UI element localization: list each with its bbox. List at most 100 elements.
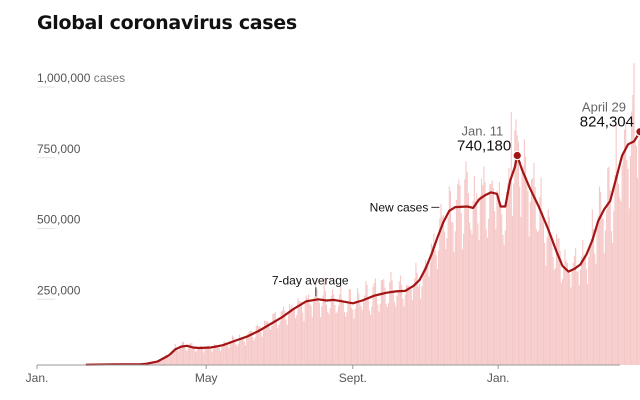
bar-new-cases bbox=[185, 349, 187, 365]
bar-new-cases bbox=[202, 348, 204, 365]
bar-new-cases bbox=[638, 140, 640, 365]
bar-new-cases bbox=[620, 201, 622, 365]
bar-new-cases bbox=[523, 139, 525, 365]
bar-new-cases bbox=[598, 186, 601, 365]
bar-new-cases bbox=[211, 351, 213, 365]
bar-new-cases bbox=[596, 221, 598, 365]
bar-new-cases bbox=[603, 253, 605, 365]
bar-new-cases bbox=[393, 302, 396, 365]
bar-new-cases bbox=[205, 347, 207, 365]
bar-new-cases bbox=[538, 230, 540, 365]
bar-new-cases bbox=[155, 361, 157, 365]
bar-new-cases bbox=[423, 266, 425, 365]
bar-new-cases bbox=[318, 302, 320, 365]
bar-new-cases bbox=[427, 265, 429, 365]
bar-new-cases bbox=[241, 337, 243, 365]
bar-new-cases bbox=[561, 279, 564, 365]
bar-new-cases bbox=[196, 350, 198, 365]
bar-new-cases bbox=[513, 183, 515, 365]
bar-new-cases bbox=[534, 186, 536, 365]
bar-new-cases bbox=[178, 351, 180, 365]
bar-new-cases bbox=[239, 334, 241, 365]
bar-new-cases bbox=[502, 234, 504, 365]
bar-new-cases bbox=[488, 218, 490, 365]
bar-new-cases bbox=[310, 305, 312, 365]
bar-new-cases bbox=[174, 343, 176, 365]
bar-new-cases bbox=[244, 345, 247, 365]
bar-new-cases bbox=[629, 155, 632, 365]
bar-new-cases bbox=[246, 338, 248, 365]
bar-new-cases bbox=[392, 292, 394, 365]
bar-new-cases bbox=[219, 351, 222, 365]
bar-new-cases bbox=[634, 142, 636, 365]
bar-new-cases bbox=[464, 179, 466, 365]
x-tick-label: Jan. bbox=[26, 371, 49, 385]
bar-new-cases bbox=[407, 285, 409, 365]
bar-new-cases bbox=[430, 243, 432, 365]
bar-new-cases bbox=[451, 221, 453, 365]
bar-new-cases bbox=[359, 303, 361, 365]
bar-new-cases bbox=[595, 263, 597, 365]
bar-new-cases bbox=[536, 231, 539, 365]
bar-new-cases bbox=[421, 286, 423, 365]
peak-marker bbox=[635, 126, 640, 137]
bar-new-cases bbox=[587, 283, 589, 365]
bar-new-cases bbox=[610, 231, 612, 365]
bar-new-cases bbox=[497, 199, 499, 365]
bar-new-cases bbox=[589, 242, 591, 365]
bar-new-cases bbox=[445, 249, 447, 365]
bar-new-cases bbox=[370, 314, 372, 365]
bar-new-cases bbox=[268, 326, 270, 365]
bar-new-cases bbox=[590, 238, 592, 365]
bar-new-cases bbox=[258, 326, 260, 365]
bar-new-cases bbox=[582, 240, 584, 365]
bar-new-cases bbox=[194, 352, 197, 365]
bar-new-cases bbox=[485, 229, 487, 365]
bar-new-cases bbox=[441, 216, 443, 365]
bar-new-cases bbox=[379, 304, 381, 365]
bar-new-cases bbox=[371, 306, 373, 365]
bar-new-cases bbox=[447, 217, 449, 365]
bar-new-cases bbox=[632, 95, 634, 365]
bar-new-cases bbox=[558, 238, 560, 365]
bar-new-cases bbox=[183, 341, 185, 365]
bar-new-cases bbox=[505, 191, 508, 365]
bar-new-cases bbox=[335, 313, 337, 365]
bar-new-cases bbox=[544, 242, 546, 365]
bar-new-cases bbox=[262, 327, 264, 365]
bar-new-cases bbox=[471, 234, 473, 365]
bar-new-cases bbox=[224, 342, 226, 365]
bar-new-cases bbox=[230, 341, 232, 365]
bar-new-cases bbox=[289, 304, 291, 365]
bar-new-cases bbox=[498, 182, 500, 365]
bar-new-cases bbox=[250, 330, 253, 365]
bar-new-cases bbox=[517, 141, 519, 365]
y-tick-value: 500,000 bbox=[37, 213, 81, 227]
bar-new-cases bbox=[494, 211, 496, 365]
bar-new-cases bbox=[300, 301, 303, 365]
bar-new-cases bbox=[612, 242, 614, 365]
bar-new-cases bbox=[507, 183, 509, 365]
bar-new-cases bbox=[584, 254, 586, 365]
y-tick-label: 750,000 bbox=[37, 142, 81, 156]
bar-new-cases bbox=[402, 298, 404, 365]
bar-new-cases bbox=[399, 275, 402, 365]
bar-new-cases bbox=[553, 269, 555, 365]
bar-new-cases bbox=[171, 353, 173, 365]
bar-new-cases bbox=[343, 312, 345, 365]
bar-new-cases bbox=[252, 337, 254, 365]
bar-new-cases bbox=[320, 317, 322, 365]
bar-new-cases bbox=[460, 212, 462, 365]
bar-new-cases bbox=[256, 324, 258, 365]
bar-new-cases bbox=[272, 313, 274, 365]
bar-new-cases bbox=[216, 345, 218, 365]
chart-title: Global coronavirus cases bbox=[37, 12, 297, 34]
bar-new-cases bbox=[199, 345, 201, 365]
bar-new-cases bbox=[290, 308, 292, 365]
bar-new-cases bbox=[403, 306, 405, 365]
bar-new-cases bbox=[236, 345, 238, 365]
bar-new-cases bbox=[453, 251, 455, 365]
bar-new-cases bbox=[438, 250, 440, 365]
bar-new-cases bbox=[522, 166, 524, 365]
bar-new-cases bbox=[521, 172, 523, 365]
